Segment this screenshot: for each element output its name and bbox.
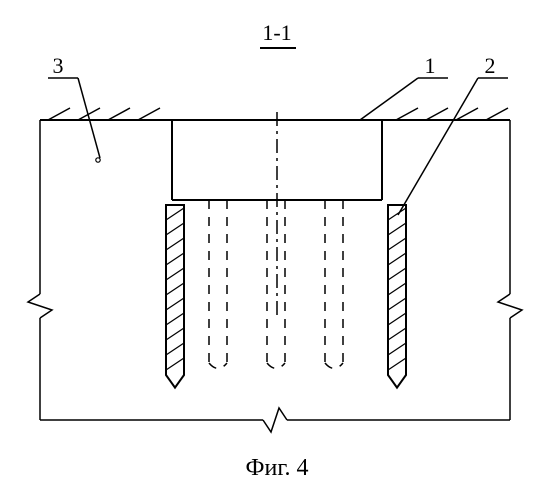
ground-hatch — [486, 108, 508, 120]
label-1: 1 — [425, 53, 436, 78]
label-3: 3 — [53, 53, 64, 78]
dashed-pile-tip — [209, 363, 227, 368]
soil-marker — [96, 158, 100, 162]
label-2: 2 — [485, 53, 496, 78]
ground-hatch — [426, 108, 448, 120]
break-bottom — [263, 408, 287, 432]
ground-hatch — [108, 108, 130, 120]
ground-hatch — [396, 108, 418, 120]
ground-hatch — [138, 108, 160, 120]
break-left — [28, 294, 52, 318]
break-right — [498, 294, 522, 318]
label-2-leader — [398, 78, 478, 215]
section-title: 1-1 — [262, 20, 291, 45]
dashed-pile-tip — [325, 363, 343, 368]
label-1-leader — [360, 78, 418, 120]
figure-caption: Фиг. 4 — [246, 455, 309, 481]
dashed-pile-tip — [267, 363, 285, 368]
ground-hatch — [48, 108, 70, 120]
